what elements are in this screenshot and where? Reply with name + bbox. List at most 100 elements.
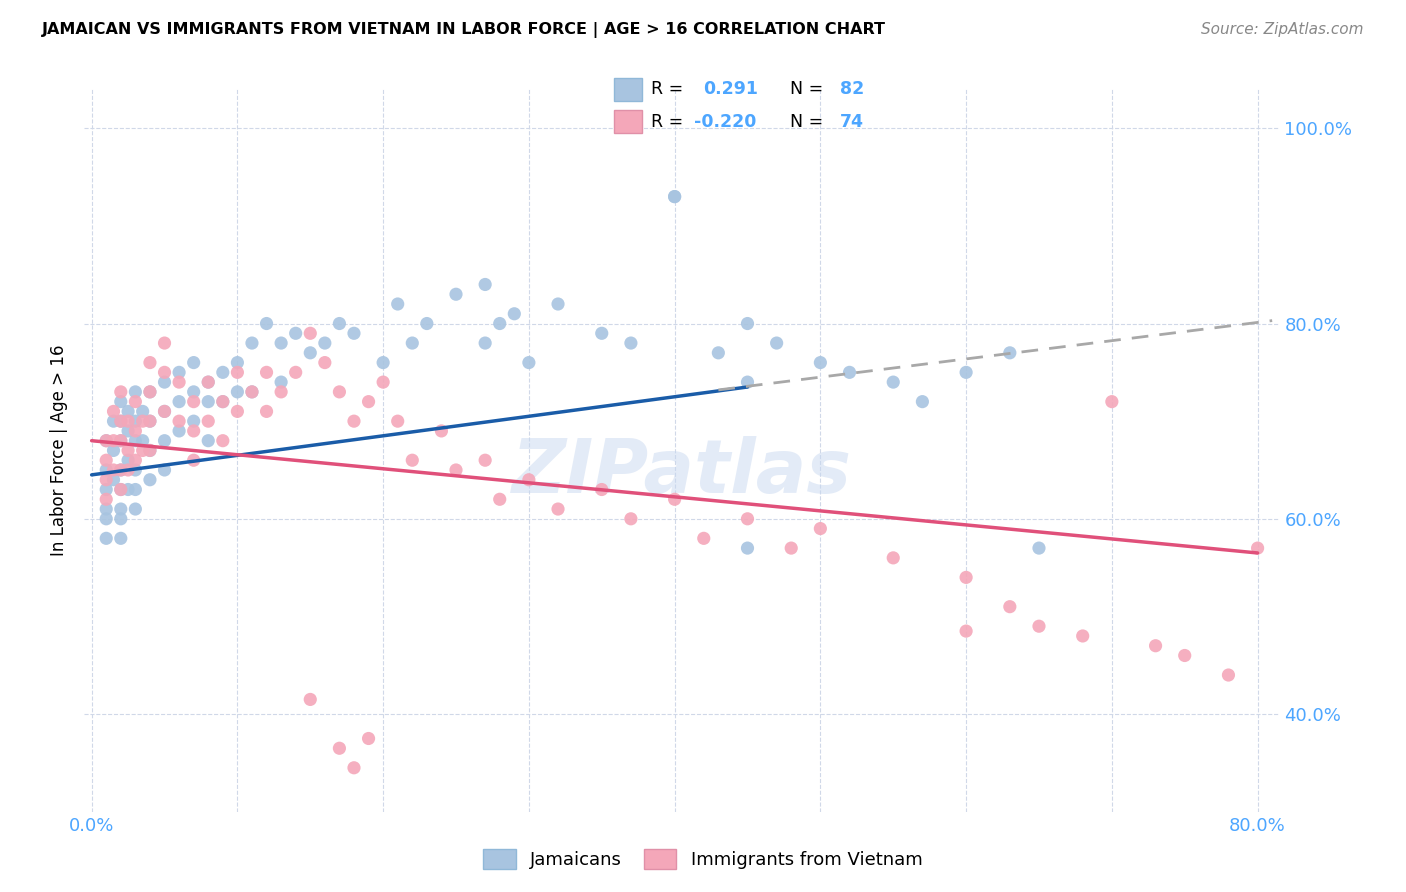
- Point: [226, 384, 249, 399]
- Point: [110, 463, 132, 477]
- Point: [153, 375, 176, 389]
- Point: [96, 502, 118, 516]
- Point: [197, 394, 219, 409]
- Point: [882, 375, 904, 389]
- Point: [183, 414, 205, 428]
- Text: 74: 74: [839, 112, 863, 130]
- Point: [240, 336, 263, 351]
- Point: [103, 414, 125, 428]
- Point: [110, 502, 132, 516]
- Point: [153, 434, 176, 448]
- Point: [103, 463, 125, 477]
- Point: [110, 532, 132, 546]
- Point: [240, 384, 263, 399]
- Point: [167, 375, 190, 389]
- Point: [314, 355, 336, 369]
- Point: [430, 424, 453, 438]
- Point: [110, 434, 132, 448]
- Point: [474, 336, 496, 351]
- Point: [284, 365, 307, 379]
- Point: [387, 414, 409, 428]
- Point: [117, 483, 139, 497]
- Point: [110, 483, 132, 497]
- Point: [765, 336, 787, 351]
- Point: [110, 483, 132, 497]
- Point: [314, 336, 336, 351]
- Point: [139, 414, 162, 428]
- Point: [117, 463, 139, 477]
- Point: [197, 375, 219, 389]
- Point: [110, 414, 132, 428]
- Point: [167, 394, 190, 409]
- Point: [110, 512, 132, 526]
- Point: [357, 394, 380, 409]
- Point: [139, 414, 162, 428]
- Point: [343, 326, 366, 341]
- Point: [124, 434, 146, 448]
- Point: [270, 375, 292, 389]
- Point: [299, 692, 322, 706]
- Point: [664, 189, 686, 203]
- Point: [1028, 619, 1050, 633]
- Point: [183, 355, 205, 369]
- Point: [117, 404, 139, 418]
- Point: [911, 394, 934, 409]
- Point: [1071, 629, 1094, 643]
- Point: [110, 414, 132, 428]
- Text: N =: N =: [790, 112, 824, 130]
- Point: [153, 365, 176, 379]
- Point: [737, 512, 759, 526]
- Point: [226, 404, 249, 418]
- Point: [998, 346, 1021, 360]
- Point: [96, 473, 118, 487]
- Point: [167, 365, 190, 379]
- Point: [139, 443, 162, 458]
- Point: [103, 473, 125, 487]
- Point: [401, 336, 423, 351]
- Point: [387, 297, 409, 311]
- Point: [103, 404, 125, 418]
- Point: [547, 502, 569, 516]
- Text: 0.291: 0.291: [703, 80, 759, 98]
- Point: [131, 404, 153, 418]
- Text: ZIPatlas: ZIPatlas: [512, 435, 852, 508]
- Point: [139, 355, 162, 369]
- Point: [270, 384, 292, 399]
- Point: [96, 483, 118, 497]
- Point: [110, 434, 132, 448]
- Point: [153, 404, 176, 418]
- Text: JAMAICAN VS IMMIGRANTS FROM VIETNAM IN LABOR FORCE | AGE > 16 CORRELATION CHART: JAMAICAN VS IMMIGRANTS FROM VIETNAM IN L…: [42, 22, 886, 38]
- Point: [664, 189, 686, 203]
- Point: [517, 355, 540, 369]
- Point: [211, 434, 233, 448]
- Text: R =: R =: [651, 112, 683, 130]
- Text: -0.220: -0.220: [695, 112, 756, 130]
- Point: [444, 287, 467, 301]
- Bar: [614, 111, 641, 133]
- Point: [139, 473, 162, 487]
- Point: [124, 424, 146, 438]
- Point: [998, 599, 1021, 614]
- Point: [117, 414, 139, 428]
- Point: [328, 384, 350, 399]
- Point: [103, 443, 125, 458]
- Point: [808, 355, 831, 369]
- Point: [474, 453, 496, 467]
- Point: [124, 394, 146, 409]
- Point: [488, 317, 510, 331]
- Point: [270, 336, 292, 351]
- Point: [183, 394, 205, 409]
- Point: [226, 365, 249, 379]
- Point: [131, 443, 153, 458]
- Point: [808, 522, 831, 536]
- Point: [211, 394, 233, 409]
- Point: [444, 463, 467, 477]
- Point: [620, 336, 643, 351]
- Point: [838, 365, 860, 379]
- Point: [955, 365, 977, 379]
- Point: [780, 541, 803, 555]
- Point: [103, 434, 125, 448]
- Bar: [614, 78, 641, 101]
- Point: [256, 365, 278, 379]
- Point: [517, 473, 540, 487]
